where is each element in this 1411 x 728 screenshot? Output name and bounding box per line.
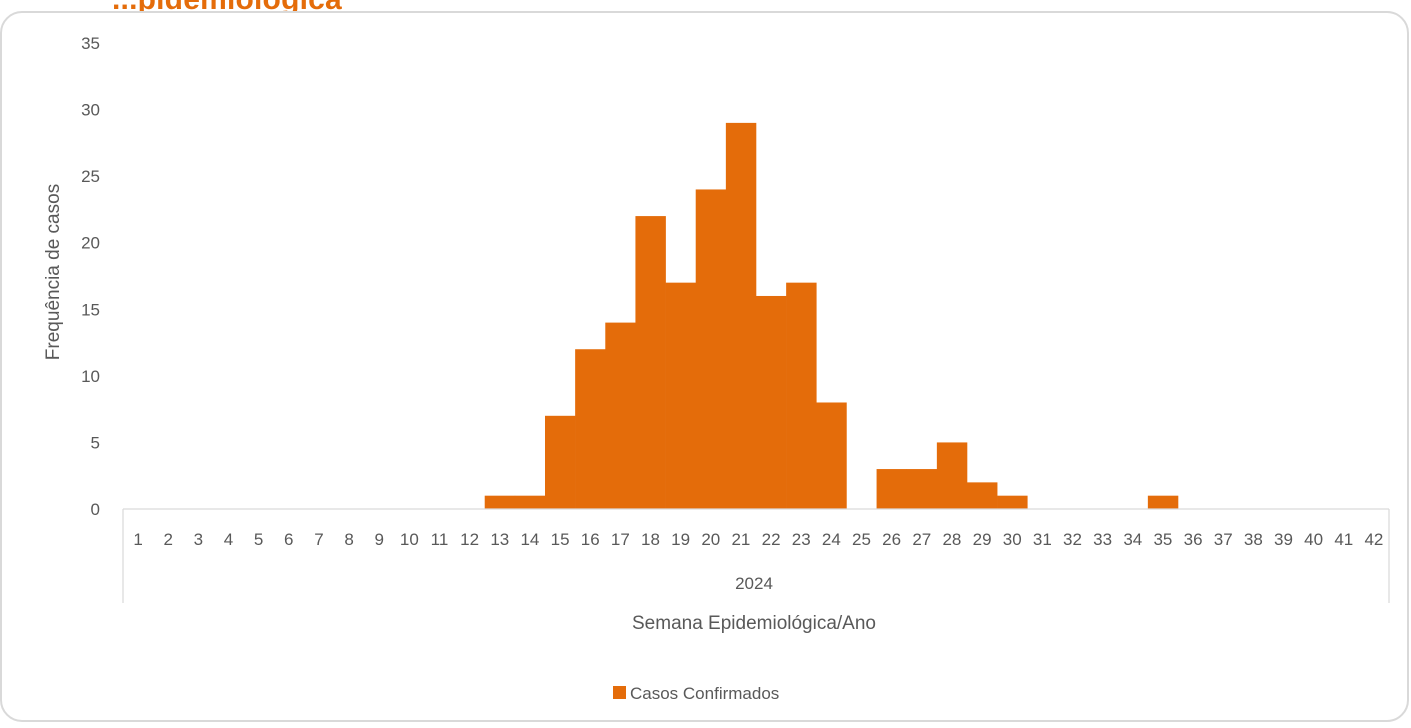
x-tick-label: 32 — [1063, 530, 1082, 549]
bar — [816, 402, 847, 509]
x-tick-label: 21 — [731, 530, 750, 549]
x-tick-label: 20 — [701, 530, 720, 549]
x-tick-label: 6 — [284, 530, 293, 549]
y-tick-label: 0 — [91, 500, 100, 519]
x-tick-label: 39 — [1274, 530, 1293, 549]
y-tick-label: 5 — [91, 433, 100, 452]
bar — [484, 495, 516, 509]
x-tick-label: 42 — [1364, 530, 1383, 549]
x-tick-label: 30 — [1003, 530, 1022, 549]
x-tick-label: 26 — [882, 530, 901, 549]
x-tick-label: 11 — [431, 530, 449, 549]
bar — [545, 415, 576, 509]
x-tick-label: 24 — [822, 530, 841, 549]
bar — [1147, 495, 1179, 509]
bar — [514, 495, 546, 509]
x-axis-title: Semana Epidemiológica/Ano — [632, 613, 876, 634]
x-tick-label: 23 — [792, 530, 811, 549]
x-tick-label: 8 — [344, 530, 353, 549]
x-tick-label: 19 — [671, 530, 690, 549]
x-tick-label: 37 — [1214, 530, 1233, 549]
x-tick-label: 33 — [1093, 530, 1112, 549]
x-axis — [122, 508, 1390, 603]
x-tick-label: 18 — [641, 530, 660, 549]
x-tick-label: 40 — [1304, 530, 1323, 549]
x-tick-label: 7 — [314, 530, 323, 549]
y-tick-label: 35 — [81, 34, 100, 53]
y-axis-title: Frequência de casos — [43, 184, 64, 360]
bar — [635, 216, 666, 510]
x-tick-label: 25 — [852, 530, 871, 549]
x-tick-label: 4 — [224, 530, 233, 549]
bar — [997, 495, 1028, 509]
bar — [967, 482, 998, 509]
y-axis-ticks: 0 5 10 15 20 25 30 35 — [81, 34, 100, 519]
bar — [575, 349, 606, 509]
x-tick-label: 31 — [1033, 530, 1052, 549]
x-tick-label: 35 — [1153, 530, 1172, 549]
x-tick-label: 36 — [1184, 530, 1203, 549]
bars — [484, 122, 1179, 510]
x-tick-label: 22 — [762, 530, 781, 549]
y-tick-label: 30 — [81, 101, 100, 120]
x-axis-ticks: 1 2 3 4 5 6 7 8 9 10 11 12 13 14 15 16 17 18 19 20 21 22 23 24 2… — [133, 530, 1383, 549]
x-tick-label: 29 — [973, 530, 992, 549]
y-tick-label: 20 — [81, 234, 100, 253]
bar — [786, 282, 817, 509]
x-tick-label: 17 — [611, 530, 630, 549]
x-tick-label: 5 — [254, 530, 263, 549]
x-tick-label: 13 — [490, 530, 509, 549]
x-tick-label: 38 — [1244, 530, 1263, 549]
y-tick-label: 15 — [81, 300, 100, 319]
x-tick-label: 15 — [551, 530, 570, 549]
x-tick-label: 27 — [912, 530, 931, 549]
bar — [756, 295, 787, 509]
x-tick-label: 41 — [1334, 530, 1353, 549]
bar — [906, 469, 938, 509]
x-group-label: 2024 — [735, 574, 773, 593]
y-tick-label: 10 — [81, 367, 100, 386]
x-tick-label: 3 — [194, 530, 203, 549]
x-tick-label: 28 — [942, 530, 961, 549]
bar — [725, 122, 757, 509]
x-tick-label: 9 — [374, 530, 383, 549]
x-tick-label: 16 — [581, 530, 600, 549]
x-tick-label: 1 — [133, 530, 142, 549]
x-tick-label: 34 — [1123, 530, 1142, 549]
bar — [605, 322, 636, 509]
bar — [695, 189, 727, 509]
bar — [936, 442, 968, 509]
x-tick-label: 14 — [520, 530, 539, 549]
y-tick-label: 25 — [81, 167, 100, 186]
legend-swatch — [613, 686, 626, 699]
x-tick-label: 10 — [400, 530, 419, 549]
bar — [665, 282, 697, 509]
x-tick-label: 12 — [460, 530, 479, 549]
legend-label: Casos Confirmados — [630, 684, 779, 703]
x-tick-label: 2 — [163, 530, 172, 549]
bar — [876, 469, 908, 509]
legend: Casos Confirmados — [613, 684, 779, 703]
